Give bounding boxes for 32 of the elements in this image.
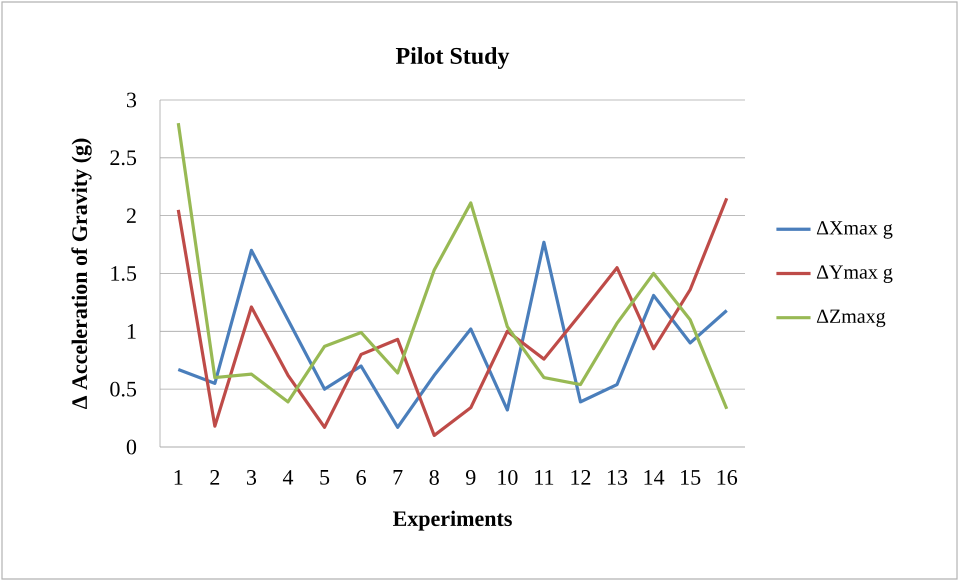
legend-label: ΔZmaxg xyxy=(816,310,886,328)
x-tick-label: 12 xyxy=(571,470,590,485)
line-series xyxy=(176,196,728,438)
y-tick-label: 1.5 xyxy=(111,266,136,281)
y-tick-label: 2.5 xyxy=(110,150,136,166)
y-tick-label: 0.5 xyxy=(110,382,136,397)
line-series xyxy=(176,240,728,429)
x-tick-label: 3 xyxy=(246,470,256,485)
line-series xyxy=(176,122,728,410)
x-tick-label: 2 xyxy=(210,470,220,485)
y-tick-label: 1 xyxy=(128,324,136,339)
legend-label: ΔYmax g xyxy=(816,265,892,283)
x-tick-label: 6 xyxy=(356,470,366,485)
x-tick-label: 9 xyxy=(466,470,476,485)
x-tick-label: 13 xyxy=(608,470,628,485)
x-tick-label: 10 xyxy=(498,470,518,485)
legend-label: ΔXmax g xyxy=(816,221,892,239)
x-tick-label: 14 xyxy=(644,470,664,485)
x-tick-label: 7 xyxy=(394,470,403,484)
x-tick-label: 8 xyxy=(430,470,439,485)
y-tick-label: 3 xyxy=(127,92,136,108)
y-tick-label: 2 xyxy=(126,208,136,223)
chart-title: Pilot Study xyxy=(396,47,510,69)
y-axis-title: Δ Acceleration of Gravity (g) xyxy=(71,138,92,409)
x-tick-label: 16 xyxy=(718,470,738,485)
x-axis-title: Experiments xyxy=(393,510,512,531)
x-tick-label: 15 xyxy=(681,470,700,485)
y-tick-label: 0 xyxy=(126,440,136,454)
x-tick-label: 5 xyxy=(320,470,330,485)
x-tick-label: 4 xyxy=(282,470,294,485)
x-tick-label: 11 xyxy=(535,470,554,485)
x-tick-label: 1 xyxy=(174,470,182,485)
